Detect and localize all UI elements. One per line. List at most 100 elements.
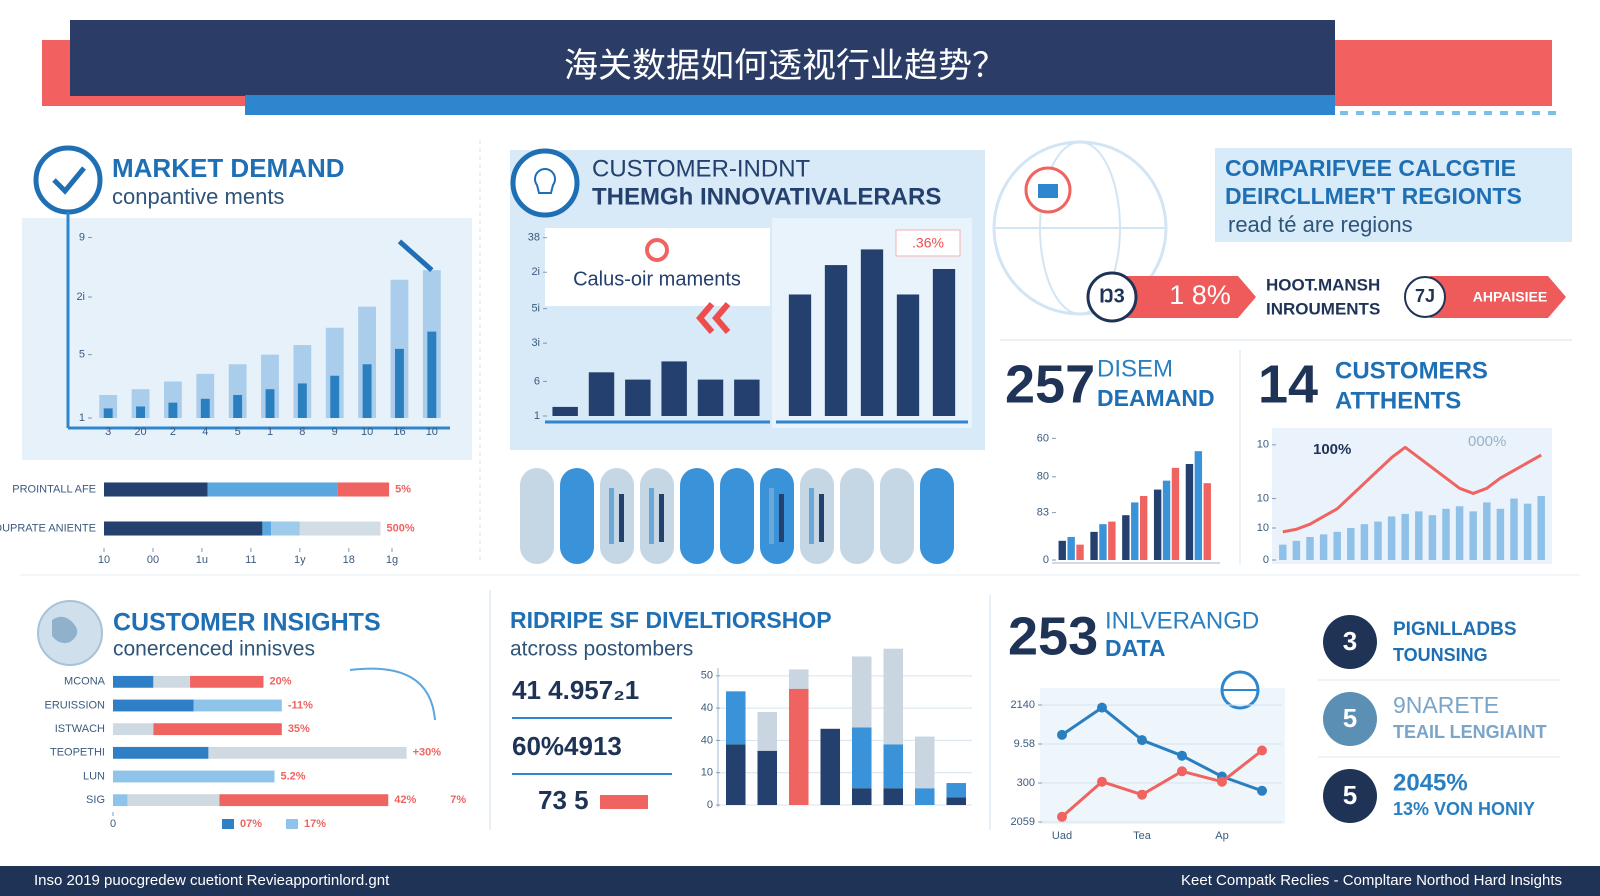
x-tick-label: Tea	[1133, 830, 1152, 842]
x-tick-label: Uad	[1052, 830, 1072, 842]
bar	[330, 375, 340, 418]
bar	[820, 728, 841, 805]
bar	[208, 746, 407, 759]
chart-icon-bars	[1038, 184, 1058, 198]
panel-title: RIDRIPE SF DIVELTIORSHOP	[510, 607, 832, 633]
bar	[1537, 496, 1545, 560]
bar	[697, 379, 724, 416]
bar	[851, 656, 872, 728]
bar	[725, 744, 746, 805]
x-tick-label: 10	[361, 426, 373, 438]
bar	[1194, 451, 1203, 560]
bar	[113, 675, 154, 688]
value-label: +30%	[413, 747, 442, 759]
y-tick-label: 2059	[1011, 816, 1035, 828]
y-tick-label: 300	[1017, 777, 1035, 789]
item-subtitle: TOUNSING	[1393, 645, 1488, 665]
bar	[153, 675, 191, 688]
stat: 60%4913	[512, 731, 622, 761]
panel-title: MARKET DEMAND	[112, 153, 345, 183]
bar	[1387, 516, 1396, 560]
point	[1257, 745, 1267, 756]
bar	[625, 379, 651, 416]
y-tick-label: 2i	[76, 291, 85, 303]
bar	[914, 736, 935, 789]
x-tick-label: 18	[343, 554, 355, 566]
point	[1057, 811, 1067, 822]
bar	[946, 797, 967, 805]
y-tick-label: 80	[1037, 471, 1049, 483]
badge-arrow	[1118, 276, 1256, 318]
bar	[1374, 521, 1382, 560]
bar	[1415, 511, 1423, 560]
stat-tag	[600, 795, 648, 809]
panel-title: CUSTOMER-INDNT	[592, 155, 811, 182]
stat: 41 4.957₂1	[512, 675, 639, 705]
x-tick-label: 00	[147, 554, 159, 566]
bar	[1076, 544, 1084, 560]
pill	[600, 468, 634, 564]
bar	[1058, 540, 1066, 560]
pill	[560, 468, 594, 564]
pill	[520, 468, 554, 564]
y-tick-label: 3i	[531, 337, 540, 349]
bulb-shape	[534, 168, 556, 194]
badge-icon	[1086, 271, 1138, 323]
value-label: 7%	[450, 794, 466, 806]
y-tick-label: 60	[1037, 432, 1049, 444]
value-label: 20%	[269, 676, 291, 688]
bar	[883, 648, 904, 745]
bar	[1171, 467, 1180, 560]
pill-stripe	[609, 488, 614, 544]
x-tick-label: 20	[134, 426, 146, 438]
bar	[1496, 508, 1505, 560]
kpi-label: DATA	[1105, 635, 1165, 661]
x-tick-label: 16	[393, 426, 405, 438]
panel-title: CUSTOMER INSIGHTS	[113, 609, 381, 637]
pill-stripe	[619, 494, 624, 542]
bar	[233, 394, 243, 418]
bar	[113, 770, 275, 783]
pill-stripe	[779, 494, 784, 542]
kpi-label: DISEM	[1097, 355, 1173, 382]
y-tick-label: 10	[1257, 439, 1269, 451]
x-tick-label: 0	[110, 818, 116, 830]
badge-label: AHPAISIEE	[1473, 289, 1547, 305]
y-tick-label: 10	[701, 767, 713, 779]
bar	[193, 699, 282, 712]
bar	[757, 712, 778, 751]
y-tick-label: 2i	[531, 266, 540, 278]
bar	[661, 361, 687, 416]
bar	[1360, 524, 1369, 560]
bar	[860, 249, 884, 416]
card-label: Calus-oir maments	[573, 268, 741, 290]
y-tick-label: 83	[1037, 507, 1049, 519]
bar	[883, 744, 904, 789]
bar	[190, 675, 264, 688]
bar	[851, 788, 872, 805]
bar	[207, 482, 338, 497]
point	[1137, 789, 1147, 800]
bar	[552, 406, 578, 416]
bar	[362, 364, 372, 418]
big-number: 14	[1258, 354, 1318, 414]
bar	[113, 794, 128, 807]
bar	[788, 669, 809, 689]
y-tick-label: 5i	[531, 303, 540, 315]
bar	[219, 794, 389, 807]
bar	[788, 688, 809, 805]
x-tick-label: 1g	[386, 554, 398, 566]
badge-number: 5	[1343, 780, 1357, 810]
row-label: PROINTALL AFE	[12, 483, 96, 495]
bar	[1099, 524, 1107, 560]
row-label: ISTWACH	[55, 723, 105, 735]
y-tick-label: 10	[1257, 492, 1269, 504]
x-tick-label: 1u	[196, 554, 208, 566]
bar	[136, 406, 145, 418]
arrow	[349, 667, 436, 721]
legend-swatch	[222, 819, 234, 829]
x-tick-label: 1	[267, 426, 273, 438]
bar	[265, 389, 275, 418]
bar	[104, 521, 263, 536]
